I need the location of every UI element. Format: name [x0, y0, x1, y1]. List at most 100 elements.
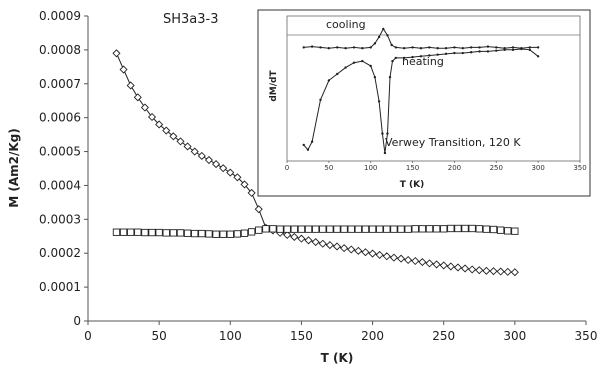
- inset-point-heating: [394, 56, 398, 60]
- data-point-diamond: [418, 257, 427, 267]
- data-point-diamond: [304, 236, 313, 245]
- inset-point-cooling: [394, 46, 398, 49]
- inset-point-heating: [310, 140, 314, 143]
- data-point-diamond: [325, 241, 334, 250]
- data-point-square: [418, 225, 427, 233]
- y-tick-label: 0.0001: [39, 280, 81, 294]
- inset-point-heating: [381, 132, 384, 135]
- data-point-square: [212, 230, 220, 238]
- data-point-square: [425, 225, 434, 233]
- inset-point-heating: [528, 48, 531, 52]
- y-tick-label: 0.0005: [39, 145, 81, 159]
- data-point-square: [240, 229, 249, 237]
- x-tick-label: 150: [290, 329, 313, 343]
- data-point-square: [134, 228, 142, 236]
- inset-point-cooling: [344, 47, 347, 50]
- inset-point-cooling: [373, 42, 377, 45]
- inset-point-heating: [391, 59, 394, 63]
- inset-point-heating: [386, 132, 389, 135]
- y-tick-label: 0.0003: [39, 212, 81, 226]
- inset-point-heating: [428, 54, 431, 57]
- y-tick-label: 0.0008: [39, 43, 81, 57]
- inset-point-heating: [388, 76, 392, 79]
- data-point-square: [404, 225, 412, 233]
- data-point-square: [191, 229, 199, 238]
- data-point-diamond: [510, 268, 519, 277]
- inset-point-cooling: [536, 46, 540, 49]
- data-point-square: [127, 228, 135, 236]
- data-point-diamond: [197, 151, 206, 160]
- inset-point-cooling: [419, 47, 423, 50]
- inset-point-cooling: [486, 45, 490, 48]
- inset-point-heating: [436, 53, 439, 56]
- inset-point-heating: [319, 98, 322, 101]
- data-point-diamond: [453, 263, 462, 272]
- annotation-verwey-transition: Verwey Transition, 120 K: [385, 136, 521, 149]
- data-point-square: [326, 225, 334, 233]
- x-tick-label: 50: [152, 329, 167, 343]
- x-tick-labels: 0 50 100 150 200 250 300 350: [84, 321, 597, 343]
- data-point-diamond: [212, 160, 221, 169]
- inset-y-axis-title: dM/dT: [269, 70, 279, 102]
- inset-x-tick-label: 350: [573, 164, 586, 172]
- inset-series: [302, 27, 540, 155]
- data-point-square: [247, 228, 256, 236]
- inset-point-cooling: [369, 46, 372, 49]
- data-point-square: [319, 225, 327, 233]
- data-point-diamond: [361, 248, 370, 257]
- data-point-diamond: [354, 246, 363, 255]
- data-point-square: [376, 225, 384, 233]
- y-tick-label: 0.0002: [39, 246, 81, 260]
- data-point-square: [411, 225, 419, 233]
- inset-point-heating: [461, 51, 464, 55]
- data-point-diamond: [183, 142, 192, 151]
- data-point-diamond: [375, 250, 384, 259]
- inset-point-cooling: [327, 47, 331, 50]
- x-axis-title: T (K): [321, 351, 354, 365]
- data-point-diamond: [332, 242, 342, 251]
- inset-x-axis-title: T (K): [400, 180, 424, 190]
- inset-point-cooling: [436, 47, 439, 50]
- inset-point-cooling: [302, 46, 305, 49]
- inset-point-heating: [511, 48, 515, 52]
- data-point-square: [269, 225, 277, 233]
- data-point-square: [176, 229, 185, 237]
- annotation-cooling: cooling: [326, 18, 366, 31]
- data-point-diamond: [226, 168, 235, 177]
- data-point-diamond: [482, 266, 491, 275]
- data-point-diamond: [503, 267, 512, 276]
- inset-point-heating: [503, 48, 506, 52]
- data-point-square: [112, 228, 121, 236]
- chart-title: SH3a3-3: [163, 12, 219, 27]
- inset-point-heating: [344, 66, 347, 69]
- inset-point-cooling: [390, 43, 393, 47]
- data-point-diamond: [119, 65, 128, 74]
- data-point-diamond: [297, 234, 306, 243]
- data-point-square: [475, 225, 483, 233]
- inset-point-heating: [352, 61, 356, 64]
- inset-point-cooling: [511, 46, 515, 49]
- inset-point-heating: [403, 56, 406, 60]
- data-point-diamond: [169, 132, 178, 141]
- inset-point-heating: [478, 50, 481, 53]
- data-point-diamond: [468, 265, 477, 274]
- data-point-square: [155, 228, 163, 237]
- data-point-square: [297, 225, 306, 233]
- data-point-diamond: [318, 239, 327, 248]
- inset-point-cooling: [411, 46, 414, 49]
- data-point-square: [290, 225, 298, 233]
- inset-point-cooling: [361, 47, 364, 50]
- data-point-diamond: [140, 103, 149, 112]
- data-point-square: [183, 229, 192, 237]
- data-point-square: [162, 229, 170, 237]
- data-point-square: [347, 225, 355, 233]
- data-point-diamond: [155, 120, 164, 129]
- data-point-square: [148, 228, 156, 237]
- data-point-square: [233, 230, 242, 238]
- data-point-diamond: [283, 230, 292, 239]
- data-point-square: [226, 230, 234, 238]
- data-point-diamond: [489, 267, 498, 276]
- inset-point-cooling: [495, 46, 498, 49]
- data-point-diamond: [461, 264, 470, 273]
- inset-point-cooling: [403, 47, 406, 50]
